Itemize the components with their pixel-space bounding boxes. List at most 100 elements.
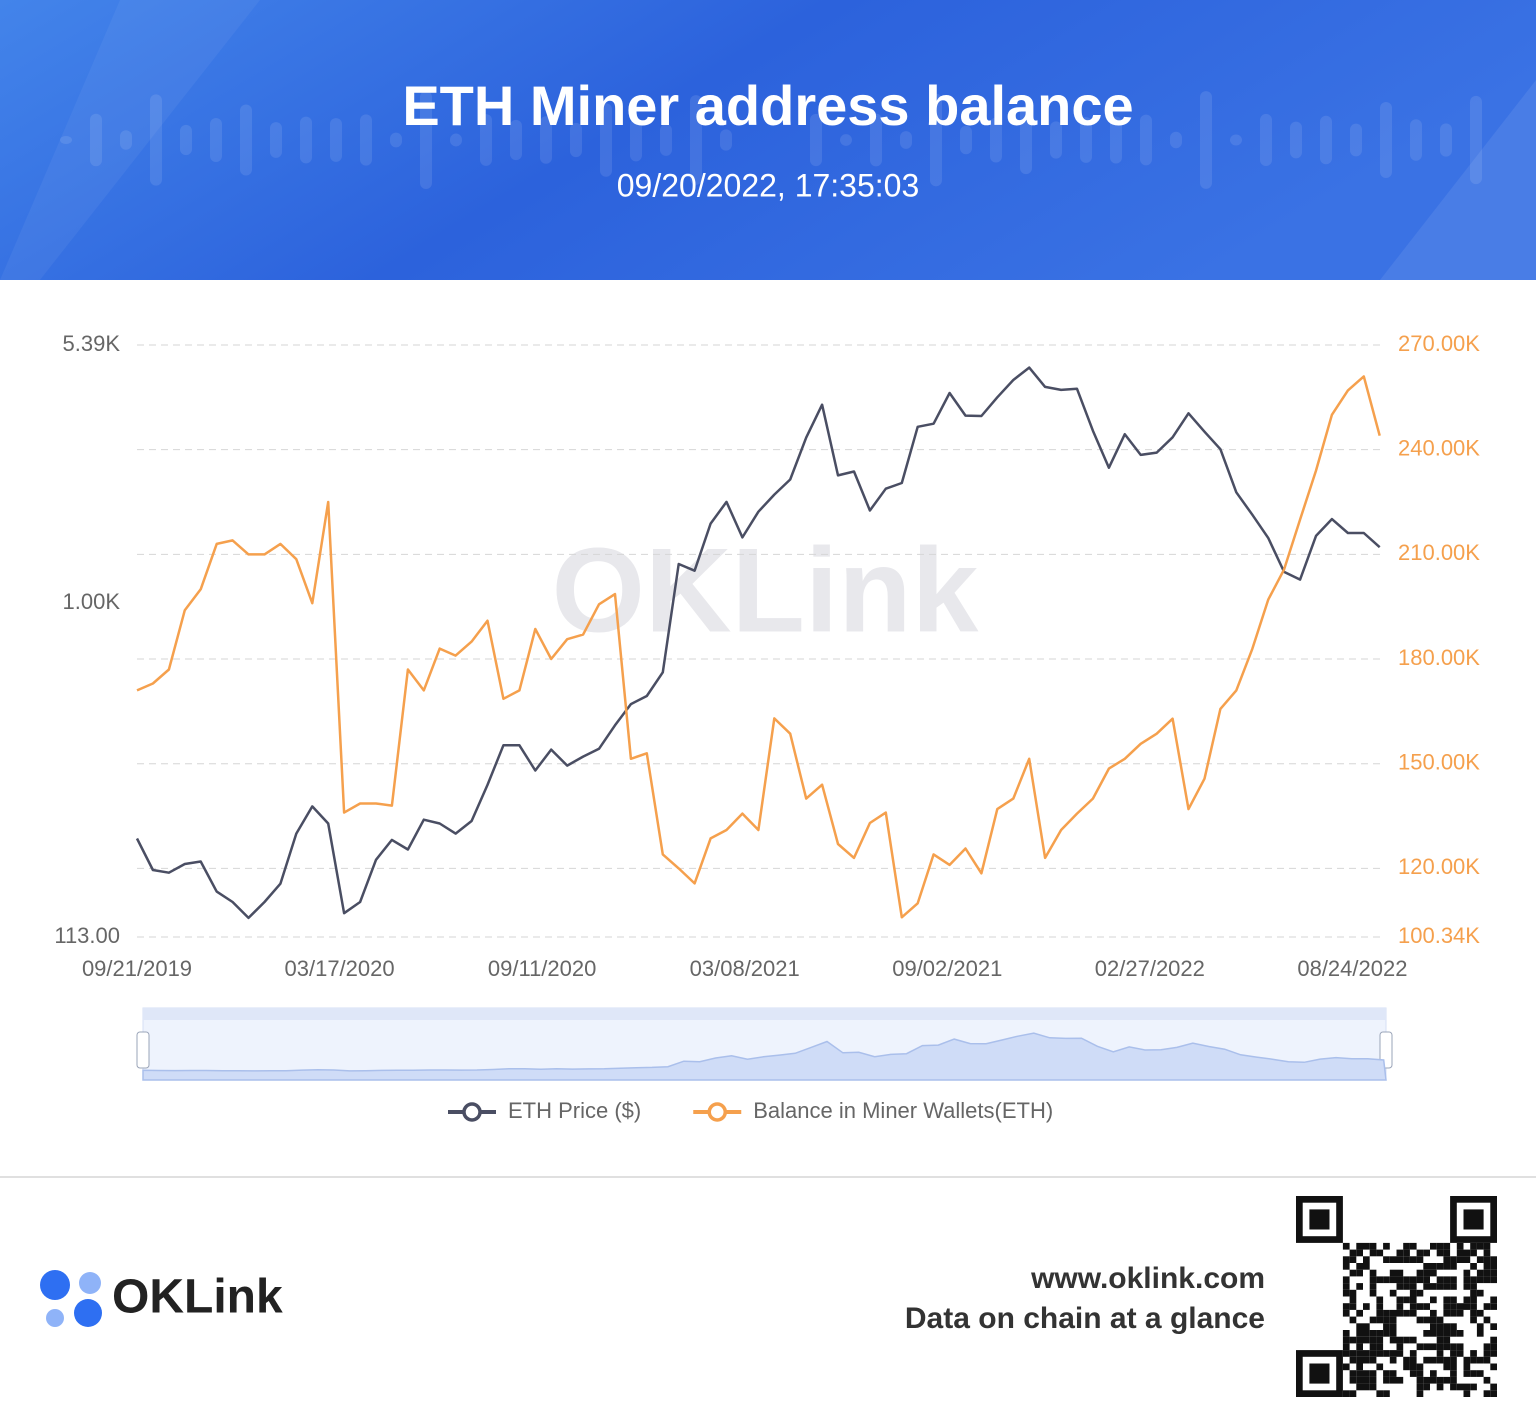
- qr-cell: [1389, 1323, 1397, 1330]
- qr-cell: [1409, 1309, 1417, 1317]
- overview-area: [142, 1032, 1387, 1081]
- qr-cell: [1349, 1376, 1357, 1384]
- qr-cell: [1470, 1350, 1477, 1357]
- legend-marker: [707, 1102, 727, 1122]
- qr-cell: [1369, 1376, 1377, 1384]
- qr-cell: [1470, 1249, 1477, 1257]
- qr-cell: [1423, 1269, 1430, 1277]
- y-tick-label: 1.00K: [63, 589, 121, 614]
- qr-cell: [1450, 1383, 1457, 1391]
- qr-cell: [1443, 1309, 1451, 1317]
- qr-cell: [1349, 1303, 1357, 1310]
- qr-cell: [1356, 1263, 1363, 1270]
- wave-bar: [480, 114, 492, 166]
- qr-cell: [1476, 1309, 1484, 1317]
- wave-bar: [270, 122, 282, 158]
- qr-cell: [1369, 1242, 1377, 1250]
- qr-cell: [1396, 1256, 1404, 1263]
- qr-cell: [1450, 1350, 1457, 1357]
- qr-cell: [1383, 1256, 1390, 1263]
- qr-cell: [1383, 1316, 1390, 1324]
- zoom-handle[interactable]: [1379, 1031, 1393, 1069]
- qr-cell: [1483, 1242, 1491, 1250]
- qr-cell: [1409, 1356, 1417, 1364]
- qr-cell: [1396, 1376, 1404, 1384]
- wave-bar: [570, 122, 582, 158]
- qr-cell: [1463, 1356, 1471, 1364]
- qr-cell: [1383, 1242, 1390, 1250]
- wave-bar: [1290, 121, 1302, 159]
- qr-cell: [1342, 1309, 1350, 1317]
- qr-cell: [1430, 1283, 1437, 1290]
- qr-cell: [1403, 1336, 1410, 1344]
- qr-cell: [1490, 1390, 1497, 1397]
- zoom-handle[interactable]: [136, 1031, 150, 1069]
- qr-cell: [1369, 1343, 1377, 1351]
- qr-cell: [1476, 1256, 1484, 1263]
- qr-cell: [1450, 1256, 1457, 1263]
- qr-cell: [1369, 1269, 1377, 1277]
- qr-cell: [1363, 1370, 1370, 1377]
- zoom-handle-bar[interactable]: [143, 1008, 1386, 1020]
- qr-cell: [1383, 1330, 1390, 1337]
- qr-cell: [1342, 1256, 1350, 1263]
- y2-tick-label: 100.34K: [1398, 923, 1480, 948]
- qr-cell: [1430, 1296, 1437, 1304]
- legend-marker: [462, 1102, 482, 1122]
- qr-cell: [1430, 1376, 1437, 1384]
- qr-cell: [1483, 1263, 1491, 1270]
- qr-finder: [1295, 1350, 1343, 1397]
- qr-finder: [1309, 1209, 1330, 1230]
- qr-cell: [1423, 1316, 1430, 1324]
- qr-cell: [1389, 1309, 1397, 1317]
- qr-cell: [1430, 1370, 1437, 1377]
- qr-cell: [1490, 1336, 1497, 1344]
- qr-cell: [1416, 1316, 1424, 1324]
- qr-cell: [1376, 1309, 1384, 1317]
- qr-cell: [1450, 1296, 1457, 1304]
- wave-bar: [1050, 121, 1062, 159]
- qr-cell: [1443, 1323, 1451, 1330]
- wave-bar: [360, 114, 372, 166]
- y2-tick-label: 240.00K: [1398, 435, 1480, 460]
- qr-cell: [1356, 1343, 1363, 1351]
- qr-cell: [1436, 1283, 1444, 1290]
- qr-cell: [1443, 1303, 1451, 1310]
- qr-cell: [1363, 1336, 1370, 1344]
- qr-cell: [1416, 1390, 1424, 1397]
- wave-bar: [180, 124, 192, 156]
- header-deco: [1380, 80, 1536, 280]
- wave-bar: [660, 124, 672, 156]
- qr-cell: [1483, 1376, 1491, 1384]
- qr-cell: [1376, 1303, 1384, 1310]
- qr-cell: [1456, 1249, 1464, 1257]
- qr-cell: [1490, 1350, 1497, 1357]
- y2-tick-label: 120.00K: [1398, 854, 1480, 879]
- qr-cell: [1356, 1336, 1363, 1344]
- qr-cell: [1483, 1390, 1491, 1397]
- y-tick-label: 113.00: [54, 923, 120, 948]
- logo-dot: [46, 1309, 64, 1327]
- qr-cell: [1470, 1309, 1477, 1317]
- qr-cell: [1363, 1376, 1370, 1384]
- qr-cell: [1349, 1296, 1357, 1304]
- wave-bar: [210, 118, 222, 162]
- qr-cell: [1396, 1303, 1404, 1310]
- qr-cell: [1356, 1363, 1363, 1371]
- qr-cell: [1416, 1249, 1424, 1257]
- qr-cell: [1456, 1242, 1464, 1250]
- wave-bar: [1200, 91, 1212, 189]
- qr-cell: [1416, 1370, 1424, 1377]
- qr-cell: [1483, 1316, 1491, 1324]
- wave-bar: [1320, 115, 1332, 165]
- qr-cell: [1349, 1316, 1357, 1324]
- qr-cell: [1376, 1390, 1384, 1397]
- wave-bar: [1410, 119, 1422, 161]
- qr-cell: [1423, 1249, 1430, 1257]
- qr-cell: [1443, 1330, 1451, 1337]
- qr-cell: [1383, 1376, 1390, 1384]
- qr-cell: [1389, 1289, 1397, 1297]
- qr-cell: [1450, 1343, 1457, 1351]
- qr-cell: [1443, 1356, 1451, 1364]
